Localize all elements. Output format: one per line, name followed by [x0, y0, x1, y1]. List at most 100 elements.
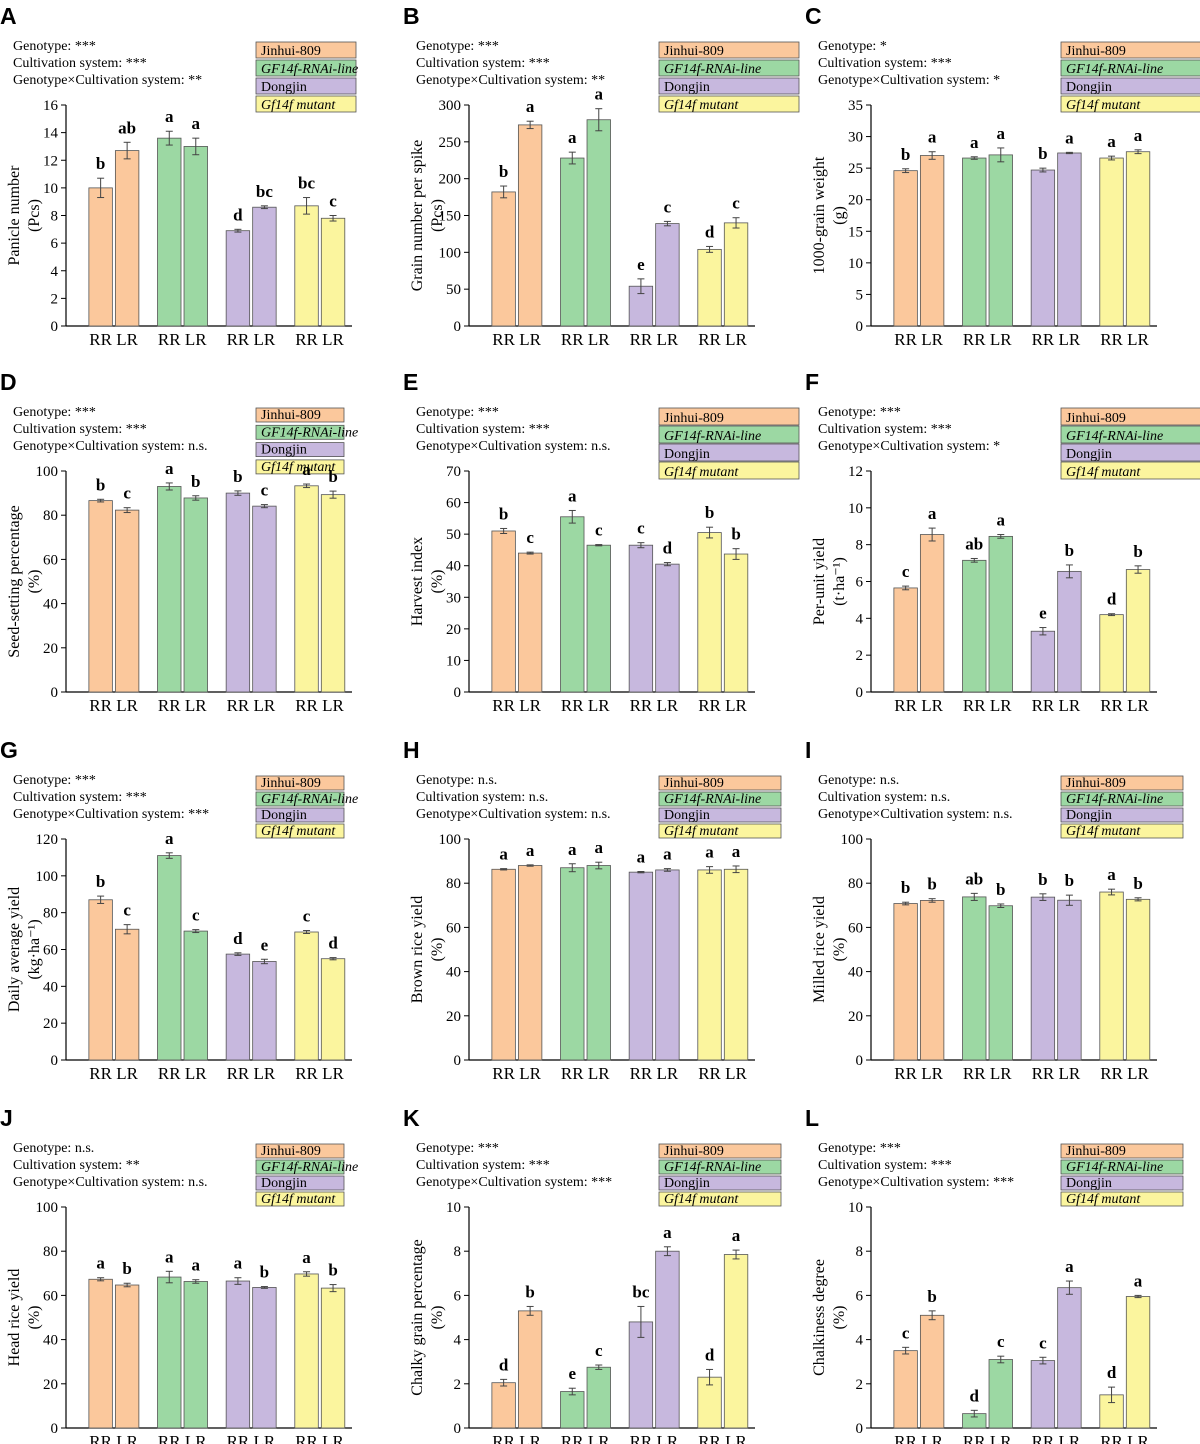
legend-label: Gf14f mutant [1066, 1192, 1141, 1207]
legend-swatch [658, 775, 782, 791]
legend-swatch [255, 41, 357, 59]
significance-letter: a [499, 845, 508, 864]
y-axis-unit: (g) [831, 206, 848, 225]
significance-letter: c [732, 194, 740, 213]
x-category-label: LR [116, 1432, 138, 1444]
bar [893, 1350, 918, 1429]
bar [893, 903, 918, 1061]
y-tick-label: 20 [446, 1009, 461, 1025]
x-category-label: RR [1032, 696, 1055, 715]
x-category-label: LR [588, 330, 610, 349]
stat-line: Cultivation system: *** [13, 422, 147, 437]
legend-swatch [1060, 443, 1200, 462]
x-category-label: LR [519, 1064, 541, 1083]
x-category-label: LR [519, 1432, 541, 1444]
significance-letter: c [329, 192, 337, 211]
y-axis-unit: (kg·ha⁻¹) [26, 919, 43, 979]
significance-letter: a [165, 829, 174, 848]
legend-swatch [658, 1175, 782, 1191]
x-category-label: LR [116, 1064, 138, 1083]
stat-line: Cultivation system: n.s. [818, 790, 950, 805]
significance-letter: b [901, 145, 910, 164]
legend-swatch [255, 459, 345, 475]
y-tick-label: 40 [43, 1333, 58, 1349]
legend-label: GF14f-RNAi-line [1066, 792, 1163, 807]
legend-label: Gf14f mutant [1066, 824, 1141, 839]
legend-swatch [255, 823, 345, 839]
y-axis-unit: (%) [26, 570, 43, 594]
x-category-label: RR [963, 1064, 986, 1083]
x-category-label: RR [630, 1064, 653, 1083]
x-category-label: RR [158, 1064, 181, 1083]
bar [183, 1281, 208, 1429]
panel-label: F [805, 369, 819, 395]
y-tick-label: 0 [454, 1053, 462, 1069]
legend-swatch [255, 1143, 345, 1159]
significance-letter: b [96, 872, 105, 891]
x-category-label: LR [322, 696, 344, 715]
x-category-label: RR [630, 696, 653, 715]
significance-letter: a [1134, 1271, 1143, 1290]
significance-letter: b [1133, 542, 1142, 561]
significance-letter: a [302, 460, 311, 479]
y-tick-label: 20 [43, 641, 58, 657]
legend-swatch [255, 407, 345, 423]
legend-label: GF14f-RNAi-line [1066, 1160, 1163, 1175]
significance-letter: d [233, 929, 243, 948]
bar [252, 961, 277, 1061]
bar [252, 206, 277, 327]
y-tick-label: 10 [446, 1200, 461, 1216]
significance-letter: a [997, 511, 1006, 530]
legend-label: Dongjin [261, 1176, 307, 1191]
y-tick-label: 40 [848, 965, 863, 981]
significance-letter: a [970, 133, 979, 152]
x-category-label: RR [963, 1432, 986, 1444]
x-category-label: LR [657, 330, 679, 349]
y-tick-label: 4 [856, 611, 864, 627]
bar [628, 871, 654, 1061]
stat-line: Genotype×Cultivation system: n.s. [416, 807, 611, 822]
bar [294, 205, 319, 327]
y-axis-title: Milled rice yield [811, 896, 828, 1003]
legend-swatch [255, 807, 345, 823]
y-axis-title: Head rice yield [6, 1269, 23, 1367]
y-tick-label: 35 [848, 98, 863, 114]
bar [655, 1250, 680, 1429]
x-category-label: LR [921, 1064, 943, 1083]
stat-line: Genotype×Cultivation system: n.s. [13, 439, 208, 454]
significance-letter: b [499, 162, 508, 181]
bar [491, 1382, 516, 1429]
x-category-label: LR [725, 330, 747, 349]
y-tick-label: 10 [848, 501, 863, 517]
x-category-label: LR [254, 696, 276, 715]
y-tick-label: 20 [43, 1377, 58, 1393]
y-tick-label: 0 [51, 1053, 59, 1069]
panel-l: L Genotype: *** Cultivation system: *** Gen… [805, 1105, 1184, 1444]
panel-label: A [0, 3, 17, 29]
significance-letter: b [996, 880, 1005, 899]
significance-letter: c [595, 521, 603, 540]
stat-line: Genotype×Cultivation system: * [818, 439, 1000, 454]
y-axis-title: Daily average yield [6, 887, 23, 1012]
bar [252, 1287, 277, 1429]
bar [586, 865, 611, 1061]
x-category-label: LR [322, 1064, 344, 1083]
bar [697, 248, 722, 327]
legend-label: Gf14f mutant [261, 460, 336, 475]
legend-label: Gf14f mutant [1066, 465, 1141, 480]
bar [88, 1278, 113, 1429]
x-category-label: RR [295, 1064, 318, 1083]
bar [1030, 1360, 1056, 1429]
x-category-label: LR [1059, 1432, 1081, 1444]
legend-label: Dongjin [664, 808, 710, 823]
legend-label: Jinhui-809 [664, 44, 724, 59]
panel-d: D Genotype: *** Cultivation system: *** Gen… [0, 369, 358, 715]
significance-letter: b [499, 504, 508, 523]
x-category-label: LR [185, 696, 207, 715]
bar [183, 146, 208, 327]
legend-label: Dongjin [664, 1176, 710, 1191]
y-tick-label: 80 [43, 906, 58, 922]
y-tick-label: 30 [848, 130, 863, 146]
bar [252, 505, 277, 693]
x-category-label: RR [894, 330, 917, 349]
